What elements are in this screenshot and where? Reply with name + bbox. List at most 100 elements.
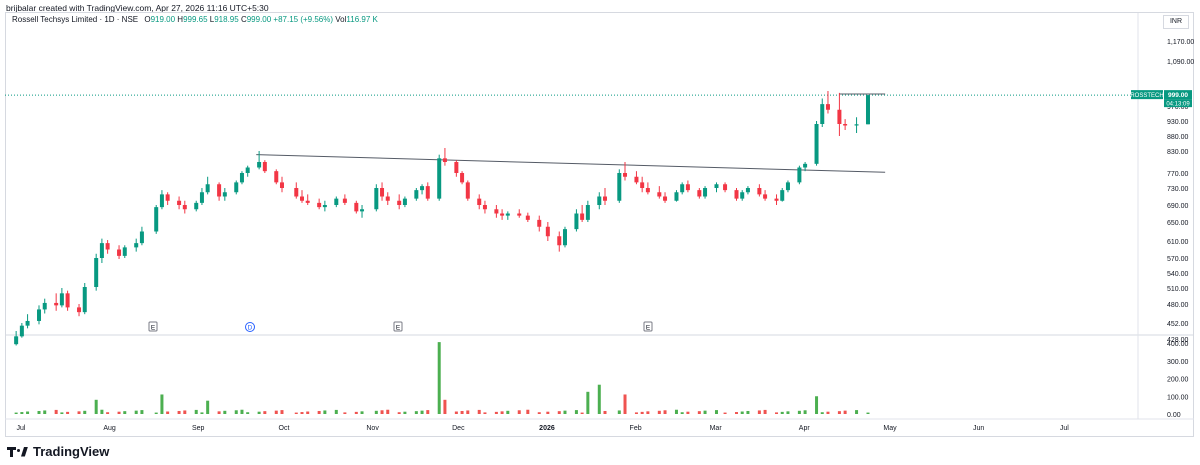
volume-bar — [746, 410, 750, 414]
time-axis-label: Mar — [710, 425, 723, 432]
volume-bar — [43, 410, 47, 414]
candle-body — [239, 173, 244, 183]
volume-bar — [597, 384, 601, 414]
volume-bar — [20, 412, 24, 414]
volume-bar — [454, 411, 458, 414]
volume-bar — [240, 409, 244, 414]
volume-bar — [234, 410, 238, 414]
candle-body — [234, 182, 239, 193]
volume-bar — [763, 409, 767, 414]
volume-bar — [526, 409, 530, 414]
volume-bar — [757, 410, 761, 414]
tradingview-logo-icon — [7, 446, 29, 457]
volume-bar — [506, 410, 510, 414]
close-value: 999.00 — [246, 15, 272, 24]
candle-body — [657, 192, 662, 197]
volume-axis-tick: 100.00 — [1167, 394, 1189, 401]
volume-bar — [586, 391, 590, 414]
volume-value: 116.97 K — [346, 15, 378, 24]
time-axis-label: Jun — [973, 425, 984, 432]
candle-body — [674, 192, 679, 201]
volume-bar — [680, 412, 684, 414]
candle-body — [217, 184, 222, 197]
volume-bar — [500, 411, 504, 414]
chart-legend: Rossell Techsys Limited · 1D · NSE O919.… — [12, 15, 378, 24]
volume-bar — [815, 396, 819, 414]
candle-body — [342, 198, 347, 203]
price-axis-tick: 480.00 — [1167, 302, 1189, 309]
candle-body — [425, 186, 430, 199]
volume-bar — [14, 412, 18, 414]
candle-body — [454, 162, 459, 173]
volume-bar — [786, 411, 790, 414]
close-label: C — [240, 15, 247, 24]
volume-bar — [117, 411, 121, 414]
price-axis-tick: 1,090.00 — [1167, 59, 1194, 66]
symbol-title[interactable]: Rossell Techsys Limited · 1D · NSE — [12, 15, 139, 24]
volume-bar — [780, 411, 784, 414]
candle-body — [99, 243, 104, 258]
candle-body — [354, 202, 359, 212]
trendline — [256, 154, 886, 173]
volume-bar — [166, 411, 170, 414]
candle-body — [402, 198, 407, 205]
candle-body — [139, 231, 144, 244]
countdown-tag: 04:13:09 — [1166, 102, 1190, 108]
volume-bar — [686, 411, 690, 414]
candle-body — [177, 200, 182, 205]
volume-bar — [397, 412, 401, 414]
chart-caption: brijbalar created with TradingView.com, … — [6, 3, 269, 13]
volume-bar — [557, 411, 561, 414]
ticker-tag: ROSSTECH — [1130, 93, 1163, 99]
volume-bar — [820, 412, 824, 414]
volume-axis-tick: 400.00 — [1167, 341, 1189, 348]
candle-body — [380, 188, 385, 197]
price-axis-tick: 650.00 — [1167, 220, 1189, 227]
candle-body — [65, 293, 70, 308]
volume-bar — [26, 411, 30, 414]
volume-bar — [723, 412, 727, 414]
volume-bar — [460, 410, 464, 414]
candle-body — [803, 163, 808, 168]
candle-body — [385, 196, 390, 201]
volume-bar — [734, 412, 738, 414]
candle-body — [279, 182, 284, 188]
candle-body — [820, 104, 825, 124]
earnings-marker-label: E — [151, 325, 156, 332]
change-value: +87.15 (+9.56%) — [273, 15, 334, 24]
volume-bar — [703, 410, 707, 414]
volume-bar — [334, 409, 338, 414]
volume-bar — [280, 410, 284, 414]
price-axis-tick: 510.00 — [1167, 286, 1189, 293]
volume-bar — [246, 412, 250, 414]
candle-body — [165, 194, 170, 201]
volume-bar — [623, 394, 627, 414]
candle-body — [437, 158, 442, 199]
volume-bar — [83, 410, 87, 414]
volume-bar — [517, 410, 521, 414]
price-axis-tick: 830.00 — [1167, 149, 1189, 156]
candle-body — [814, 124, 819, 164]
time-axis-label: Nov — [366, 425, 379, 432]
candle-body — [294, 188, 299, 197]
candle-body — [494, 209, 499, 214]
currency-button[interactable]: INR — [1163, 15, 1189, 29]
candle-body — [745, 188, 750, 193]
volume-bar — [354, 411, 358, 414]
tradingview-brand[interactable]: TradingView — [7, 444, 109, 459]
candle-body — [740, 192, 745, 199]
volume-bar — [294, 412, 298, 414]
volume-bar — [343, 412, 347, 414]
volume-bar — [160, 394, 164, 414]
volume-bar — [443, 399, 447, 414]
volume-bar — [714, 410, 718, 414]
volume-bar — [66, 411, 70, 414]
candle-body — [574, 213, 579, 230]
candle-body — [199, 192, 204, 203]
low-label: L — [209, 15, 215, 24]
price-axis-tick: 690.00 — [1167, 203, 1189, 210]
candle-body — [640, 182, 645, 188]
candle-body — [82, 287, 87, 313]
low-value: 918.95 — [214, 15, 239, 24]
